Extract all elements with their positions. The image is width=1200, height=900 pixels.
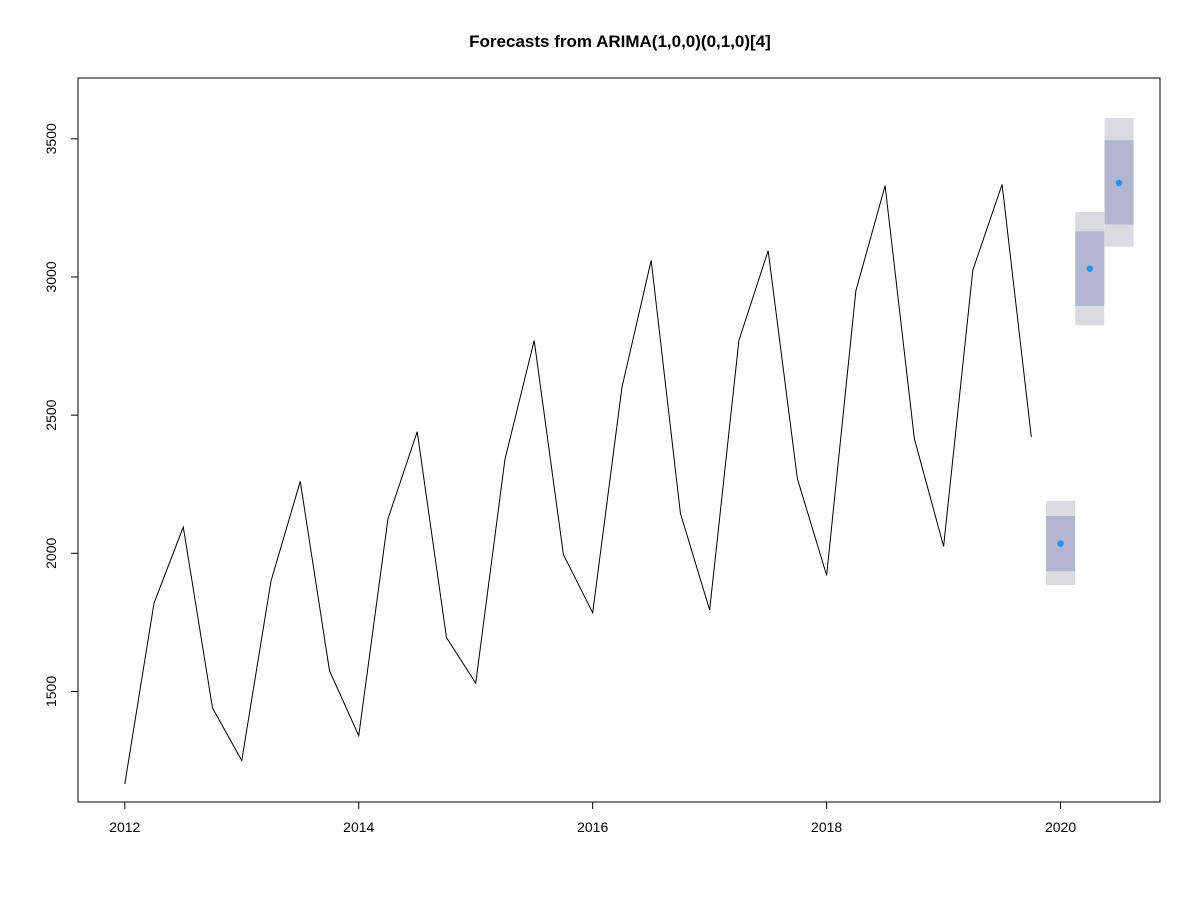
chart-title: Forecasts from ARIMA(1,0,0)(0,1,0)[4] (469, 32, 771, 51)
x-axis: 2012 2014 2016 2018 2020 (109, 801, 1076, 835)
x-tick-label: 2012 (109, 819, 140, 835)
x-tick-label: 2020 (1045, 819, 1076, 835)
y-tick-label: 3000 (43, 261, 59, 292)
x-tick-label: 2016 (577, 819, 608, 835)
observed-series (124, 184, 1032, 785)
y-axis: 1500 2000 2500 3000 3500 (43, 123, 79, 707)
y-tick-label: 2000 (43, 538, 59, 569)
y-tick-label: 1500 (43, 676, 59, 707)
forecast-points (1057, 179, 1123, 547)
y-tick-label: 2500 (43, 399, 59, 430)
plot-frame (77, 77, 1161, 803)
forecast-intervals (1046, 118, 1134, 586)
forecast-point (1057, 540, 1064, 547)
x-tick-label: 2014 (343, 819, 374, 835)
y-tick-label: 3500 (43, 123, 59, 154)
observed-line (124, 184, 1032, 785)
forecast-point (1086, 265, 1094, 272)
forecast-point (1115, 179, 1123, 187)
x-tick-label: 2018 (811, 819, 842, 835)
